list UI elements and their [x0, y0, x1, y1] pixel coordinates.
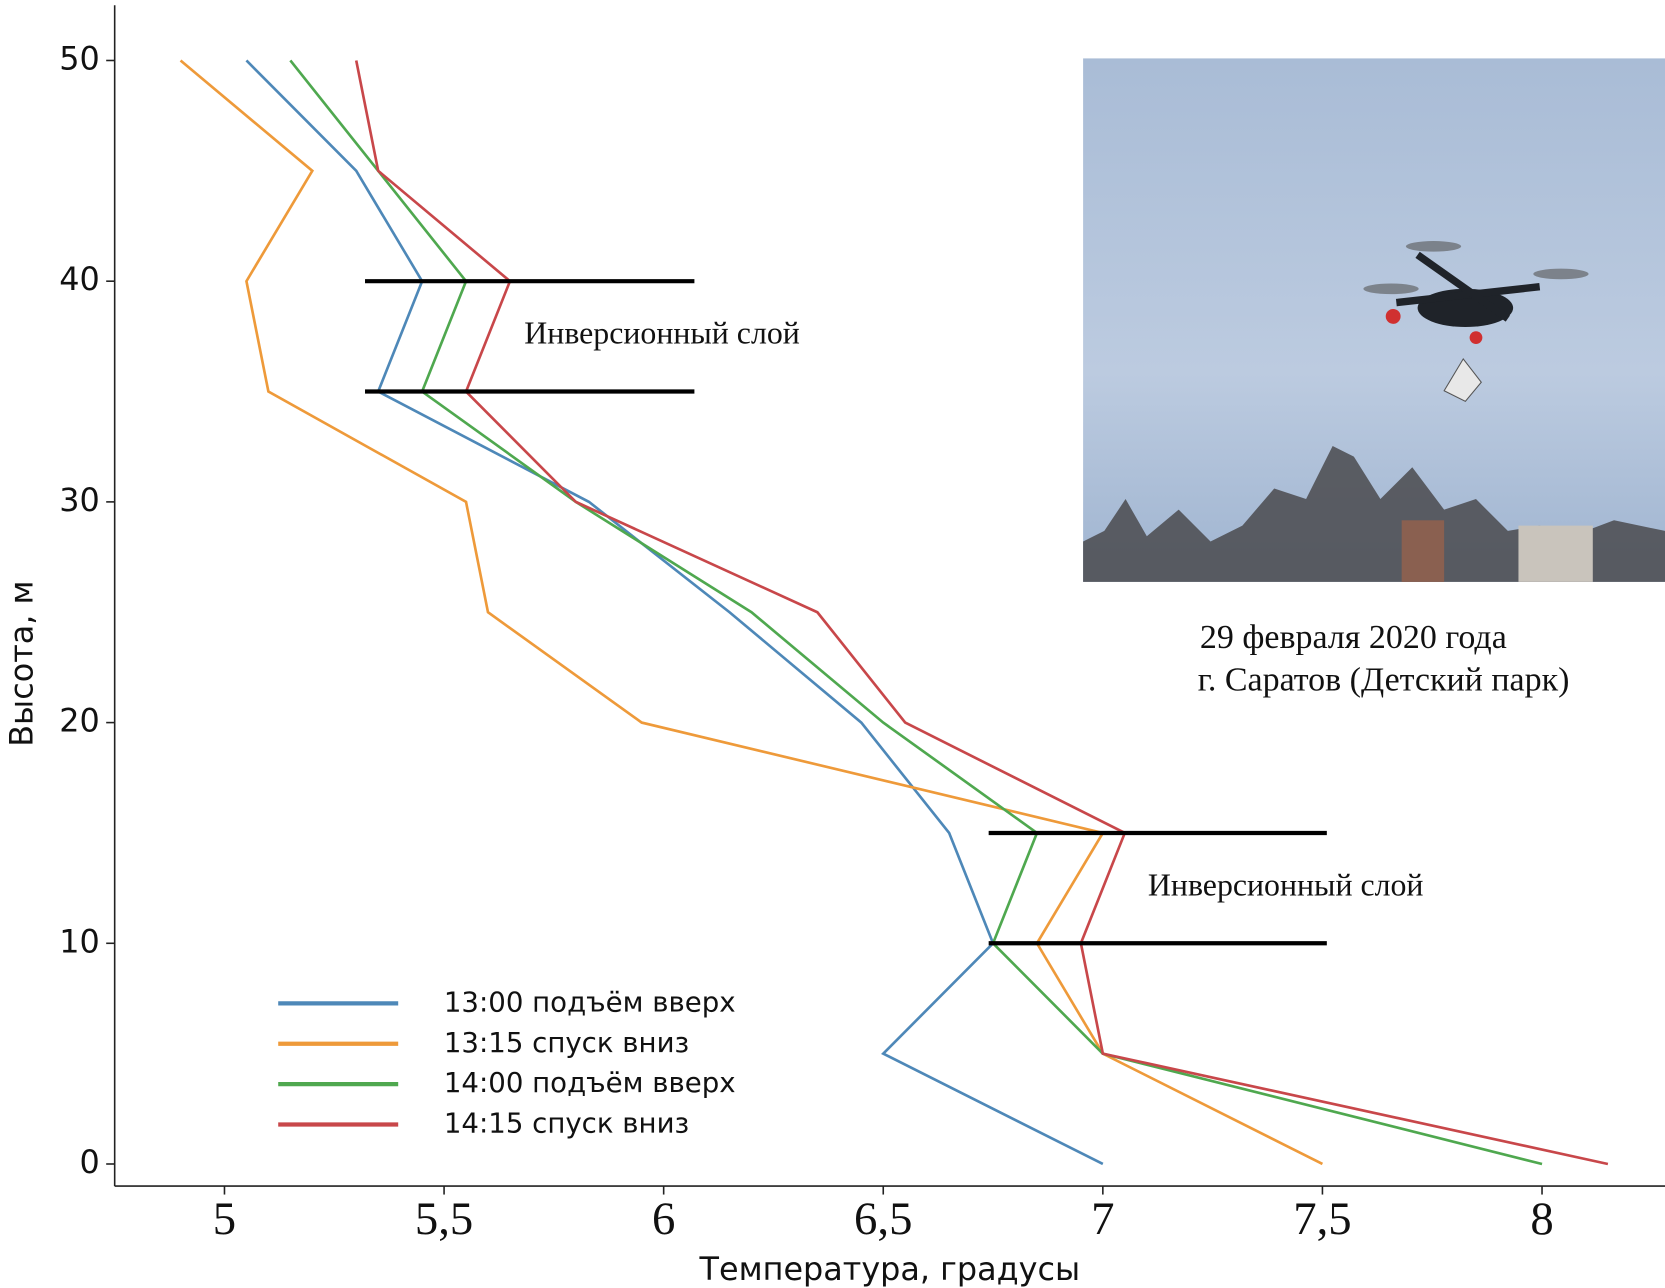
x-tick-label: 6,5 [854, 1193, 912, 1245]
y-tick-label: 10 [59, 922, 100, 960]
caption: г. Саратов (Детский парк) [1198, 662, 1570, 699]
inversion-label: Инверсионный слой [1148, 867, 1424, 902]
inversion-label: Инверсионный слой [524, 316, 800, 351]
y-tick-label: 30 [59, 481, 100, 519]
photo-building [1518, 525, 1593, 582]
x-tick-label: 7 [1091, 1193, 1114, 1245]
data-line [179, 59, 1324, 1166]
x-tick-label: 6 [652, 1193, 675, 1245]
photo-drone [1363, 241, 1589, 403]
y-tick-label: 0 [80, 1143, 100, 1181]
caption: 29 февраля 2020 года [1200, 619, 1507, 656]
x-tick-label: 8 [1530, 1193, 1553, 1245]
photo-building [1401, 520, 1445, 582]
y-tick-label: 40 [59, 260, 100, 298]
data-line [289, 59, 1543, 1166]
photo [1083, 58, 1665, 582]
y-axis-label: Высота, м [2, 580, 40, 746]
x-tick-label: 5 [213, 1193, 236, 1245]
legend-label: 13:00 подъём вверх [444, 985, 736, 1018]
legend-label: 13:15 спуск вниз [444, 1026, 689, 1059]
y-tick-label: 20 [59, 702, 100, 740]
x-tick-label: 5,5 [415, 1193, 473, 1245]
x-tick-label: 7,5 [1293, 1193, 1351, 1245]
x-axis-label: Температура, градусы [699, 1250, 1081, 1288]
y-tick-label: 50 [59, 39, 100, 77]
data-line [354, 60, 1609, 1166]
legend-label: 14:00 подъём вверх [444, 1066, 736, 1099]
data-line [245, 59, 1104, 1166]
legend-label: 14:15 спуск вниз [444, 1106, 689, 1139]
